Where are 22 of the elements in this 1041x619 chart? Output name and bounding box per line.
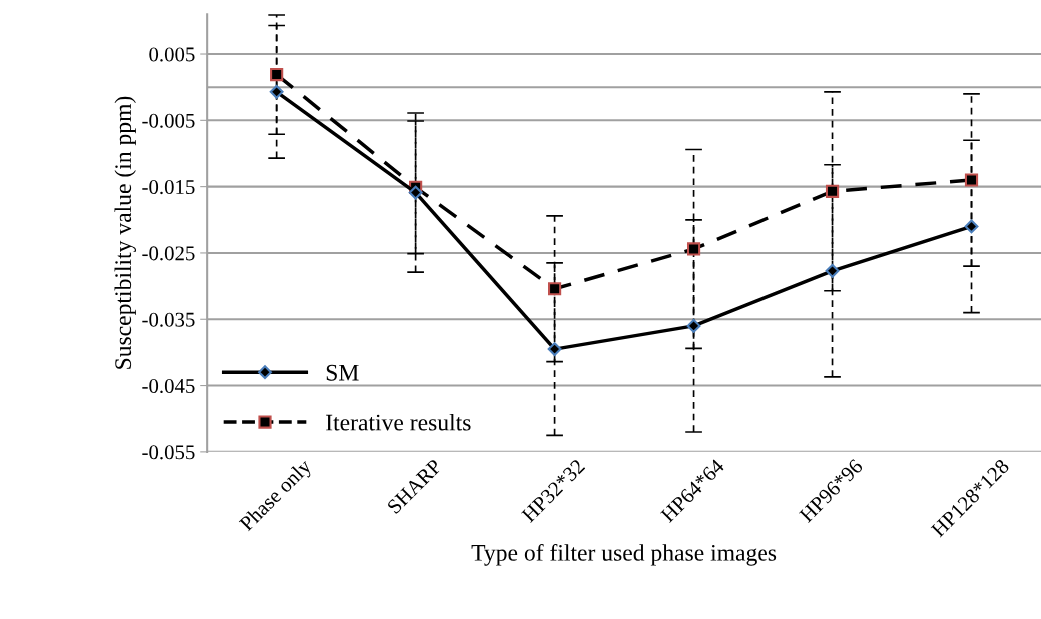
point [547, 342, 562, 357]
legend-label: SM [326, 364, 359, 381]
point [408, 185, 423, 200]
y-tick-label: -0.025 [142, 246, 195, 261]
y-axis-title: Susceptibility value (in ppm) [114, 96, 136, 369]
y-tick-label: -0.035 [142, 312, 195, 327]
y-tick-label: -0.055 [142, 445, 195, 460]
point [270, 67, 284, 82]
y-tick-label: -0.015 [142, 180, 195, 195]
point [686, 242, 701, 256]
point [964, 219, 979, 234]
point [825, 184, 840, 198]
legend-label: Iterative results [326, 413, 471, 431]
y-tick-label: -0.045 [142, 378, 195, 394]
point [964, 173, 979, 187]
y-tick-label: 0.005 [149, 47, 195, 62]
point [686, 318, 701, 333]
y-tick-label: -0.005 [142, 113, 195, 128]
point [269, 84, 284, 99]
point [825, 263, 840, 278]
point [548, 282, 562, 296]
x-axis-title: Type of filter used phase images [471, 543, 777, 566]
